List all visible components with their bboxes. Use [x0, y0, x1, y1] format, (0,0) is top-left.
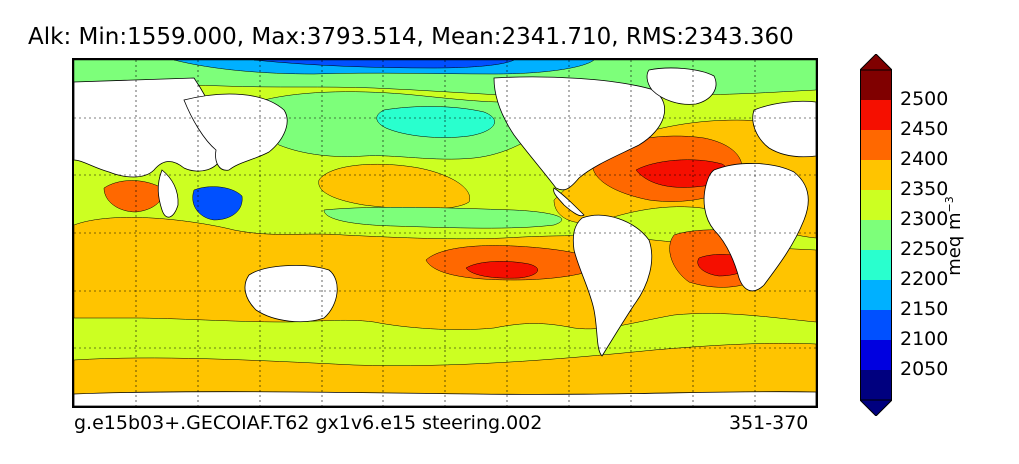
contour-region-2200-north-pacific: [376, 106, 495, 138]
contour-region-2150-warm-pool: [192, 186, 243, 221]
contour-region-2100-arctic: [253, 60, 515, 69]
land-east-asia: [183, 93, 288, 171]
land-south-america: [572, 214, 653, 357]
colorbar-tick-label: 2050: [900, 358, 949, 380]
colorbar-swatch: [860, 280, 892, 310]
land-north-america: [493, 76, 665, 191]
land-greenland: [646, 67, 717, 105]
colorbar-tick-label: 2400: [900, 148, 949, 170]
contour-region-2250-equatorial: [323, 207, 562, 229]
colorbar-tick-label: 2250: [900, 238, 949, 260]
contour-region-2450-pacific: [465, 261, 538, 279]
colorbar-tick-label: 2300: [900, 208, 949, 230]
colorbar-tick-label: 2350: [900, 178, 949, 200]
colorbar-swatch: [860, 130, 892, 160]
colorbar-frame: [860, 69, 892, 401]
alkalinity-map: [74, 60, 816, 406]
plot-title: Alk: Min:1559.000, Max:3793.514, Mean:23…: [28, 24, 794, 50]
colorbar-swatch: [860, 340, 892, 370]
years-label: 351-370: [729, 412, 809, 434]
land-layer: [74, 67, 816, 406]
colorbar-tick-label: 2450: [900, 118, 949, 140]
colorbar-under-extension: [860, 399, 892, 416]
colorbar-swatch: [860, 190, 892, 220]
colorbar-swatch: [860, 370, 892, 400]
colorbar-swatch: [860, 160, 892, 190]
land-antarctica: [74, 391, 816, 406]
colorbar-units-label: meq m−3: [943, 196, 965, 276]
units-exponent: −3: [943, 196, 956, 213]
contour-region-2350-southern: [74, 343, 816, 406]
graticule: [74, 60, 816, 406]
colorbar-swatch: [860, 310, 892, 340]
colorbar-swatch: [860, 220, 892, 250]
colorbar-tick-label: 2100: [900, 328, 949, 350]
colorbar-tick-label: 2500: [900, 88, 949, 110]
contour-region-2400-arabian-sea: [103, 180, 164, 213]
colorbar-over-extension: [860, 54, 892, 71]
colorbar-swatch: [860, 250, 892, 280]
colorbar-swatch: [860, 70, 892, 100]
map-panel: [72, 58, 818, 408]
colorbar: [860, 54, 892, 416]
units-base: meq m: [944, 212, 965, 276]
colorbar-tick-label: 2150: [900, 298, 949, 320]
colorbar-tick-label: 2200: [900, 268, 949, 290]
land-india: [157, 169, 179, 218]
contour-region-2350-north: [318, 164, 471, 210]
land-europe: [752, 100, 816, 158]
case-name-label: g.e15b03+.GECOIAF.T62 gx1v6.e15 steering…: [74, 412, 543, 434]
land-australia: [244, 265, 338, 323]
colorbar-swatch: [860, 100, 892, 130]
